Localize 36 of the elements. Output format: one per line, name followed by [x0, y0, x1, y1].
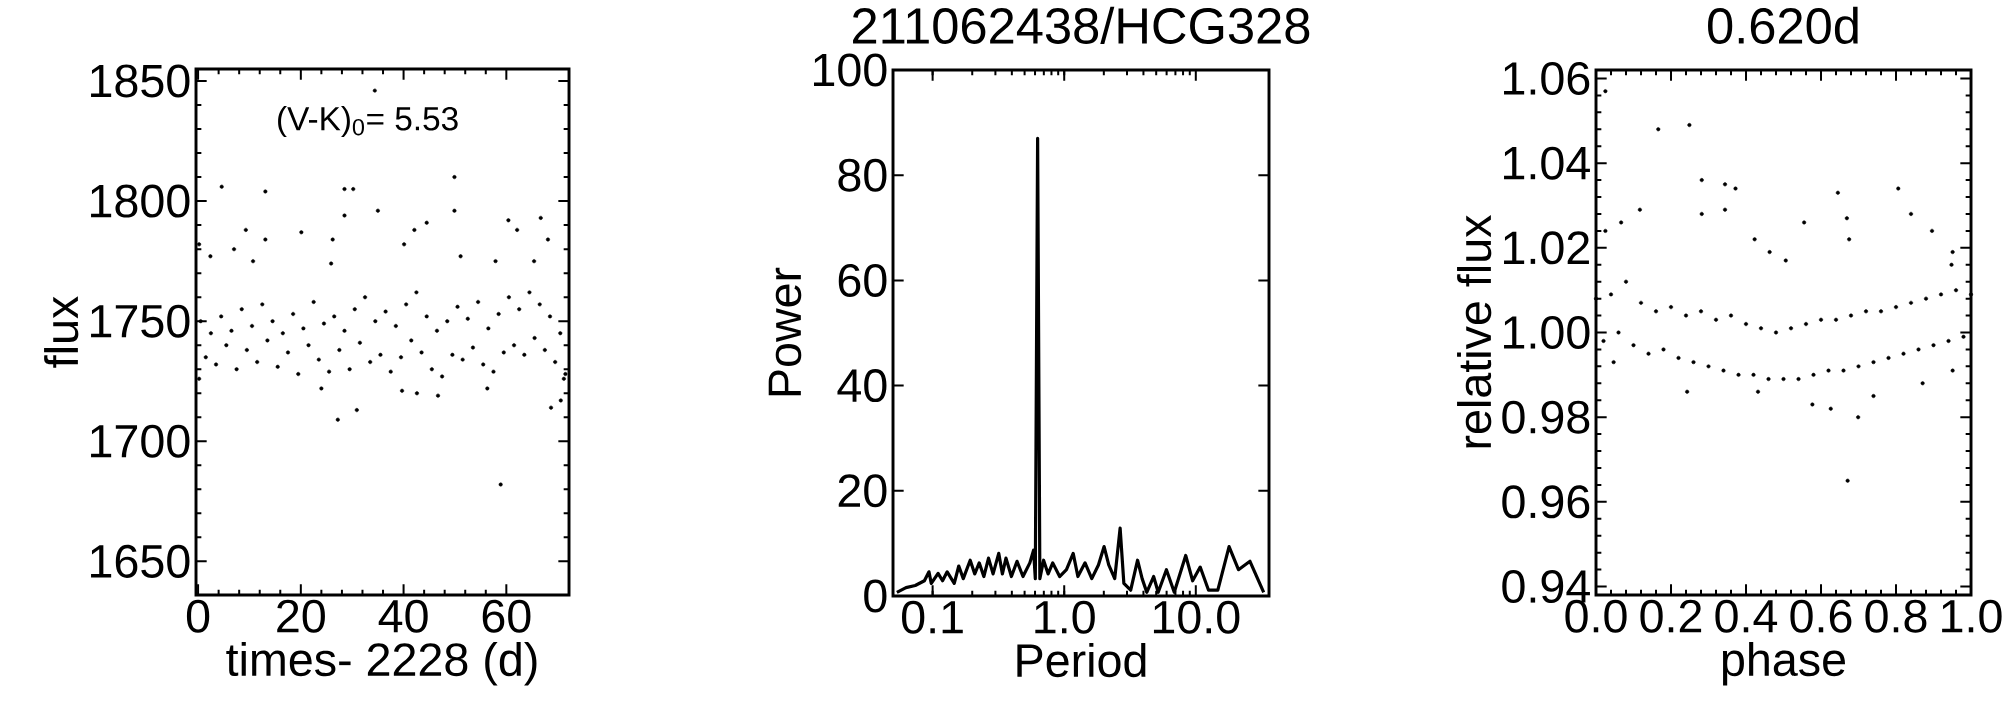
y-tick-label: 1850: [91, 64, 190, 98]
chart-title: 0.620d: [1708, 6, 1858, 44]
x-tick-label: 0.4: [1715, 599, 1778, 633]
x-tick-label: 40: [378, 599, 428, 633]
x-tick-label: 1.0: [1942, 599, 2002, 633]
y-tick-label: 1800: [91, 184, 190, 218]
y-axis-title: flux: [44, 296, 79, 368]
y-tick-label: 100: [813, 53, 887, 87]
y-tick-label: 40: [837, 369, 887, 403]
y-tick-label: 80: [838, 158, 887, 192]
y-axis-title: relative flux: [1457, 215, 1492, 448]
x-axis-title: phase: [1722, 641, 1845, 686]
y-tick-label: 60: [838, 263, 887, 297]
x-tick-label: 0.1: [902, 600, 963, 634]
x-tick-label: 0.8: [1865, 599, 1927, 633]
y-axis-title: Power: [768, 267, 802, 396]
x-axis-title: times- 2228 (d): [226, 641, 537, 686]
x-tick-label: 20: [277, 599, 325, 633]
y-tick-label: 1.06: [1504, 61, 1590, 95]
y-tick-label: 20: [838, 474, 887, 508]
annotation: (V-K)$_{0}$= 5.53: [278, 106, 458, 138]
y-tick-label: 1.00: [1504, 315, 1590, 350]
y-tick-label: 1750: [91, 304, 190, 338]
y-tick-label: 1.02: [1504, 231, 1589, 265]
y-tick-label: 0.96: [1502, 485, 1590, 519]
x-axis-title: Period: [1017, 642, 1146, 678]
x-tick-label: 1.0: [1035, 600, 1095, 634]
x-tick-label: 10.0: [1153, 600, 1240, 634]
x-tick-label: 0.6: [1790, 599, 1852, 633]
chart-title: 211062438/HCG328: [853, 6, 1310, 44]
y-tick-label: 1700: [91, 424, 190, 458]
y-tick-label: 1.04: [1504, 146, 1590, 180]
y-tick-label: 1650: [91, 544, 190, 578]
y-tick-label: 0.98: [1502, 400, 1590, 434]
x-tick-label: 0.2: [1640, 599, 1702, 633]
x-tick-label: 60: [482, 599, 531, 633]
